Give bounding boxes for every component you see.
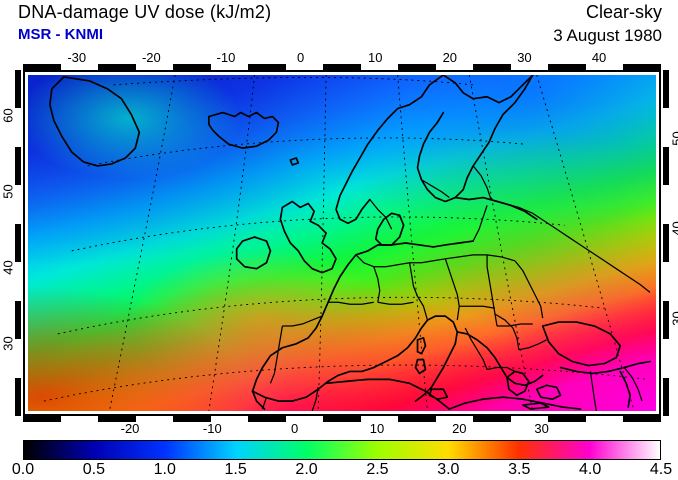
right-axis-tick-50: 50 xyxy=(669,131,678,146)
colorbar-tick-1.5: 1.5 xyxy=(224,461,247,478)
colorbar-tick-2.5: 2.5 xyxy=(366,461,389,478)
frame-tick xyxy=(23,64,61,70)
frame-tick xyxy=(663,70,669,109)
frame-tick xyxy=(23,416,61,422)
colorbar-gradient xyxy=(24,441,660,459)
colorbar xyxy=(23,440,661,460)
left-axis-tick-40: 40 xyxy=(0,260,16,275)
colorbar-tick-0.0: 0.0 xyxy=(11,461,35,478)
colorbar-tick-1.0: 1.0 xyxy=(153,461,176,478)
graticule xyxy=(43,75,649,411)
bottom-axis-tick-0: 0 xyxy=(291,421,299,436)
colorbar-tick-4.5: 4.5 xyxy=(649,461,673,478)
colorbar-tick-0.5: 0.5 xyxy=(82,461,105,478)
source-label: MSR - KNMI xyxy=(18,26,103,43)
colorbar-tick-3.0: 3.0 xyxy=(437,461,460,478)
frame-tick xyxy=(173,416,211,422)
bottom-axis-tick--20: -20 xyxy=(120,421,140,436)
right-axis-tick-30: 30 xyxy=(669,311,678,326)
frame-tick xyxy=(15,377,21,416)
left-axis-tick-50: 50 xyxy=(0,184,16,199)
frame-tick xyxy=(248,416,286,422)
top-axis-tick--10: -10 xyxy=(216,50,236,65)
top-axis-tick-10: 10 xyxy=(367,50,383,65)
frame-tick xyxy=(15,300,21,340)
frame-tick xyxy=(473,416,511,422)
top-axis-tick-30: 30 xyxy=(517,50,532,65)
left-axis-tick-30: 30 xyxy=(0,336,16,351)
bottom-axis-tick--10: -10 xyxy=(202,421,222,436)
map-frame: .coast{fill:none;stroke:#000;stroke-widt… xyxy=(23,70,661,416)
right-axis-tick-40: 40 xyxy=(669,221,678,236)
bottom-axis-tick-30: 30 xyxy=(534,421,549,436)
map-canvas: .coast{fill:none;stroke:#000;stroke-widt… xyxy=(28,75,656,411)
colorbar-tick-2.0: 2.0 xyxy=(295,461,318,478)
frame-tick xyxy=(323,416,361,422)
frame-tick xyxy=(323,64,361,70)
frame-tick xyxy=(398,64,436,70)
frame-tick xyxy=(15,70,21,109)
top-axis-tick--20: -20 xyxy=(141,50,161,65)
frame-tick xyxy=(663,223,669,263)
top-tick-band xyxy=(23,64,661,70)
bottom-tick-band xyxy=(23,416,661,422)
colorbar-tick-4.0: 4.0 xyxy=(578,461,602,478)
frame-tick xyxy=(663,146,669,186)
date-label: 3 August 1980 xyxy=(553,26,662,45)
top-axis-tick-40: 40 xyxy=(591,50,607,65)
frame-tick xyxy=(473,64,511,70)
frame-tick xyxy=(98,64,136,70)
condition-label: Clear-sky xyxy=(585,2,662,22)
top-axis-tick-0: 0 xyxy=(296,50,305,65)
frame-tick xyxy=(173,64,211,70)
frame-tick xyxy=(98,416,136,422)
frame-tick xyxy=(15,223,21,263)
frame-tick xyxy=(548,416,586,422)
top-axis-tick--30: -30 xyxy=(67,50,87,65)
coastlines xyxy=(49,75,651,410)
frame-tick xyxy=(623,416,661,422)
frame-tick xyxy=(623,64,661,70)
left-tick-band xyxy=(15,70,21,416)
country-borders xyxy=(261,165,651,411)
right-tick-band xyxy=(663,70,669,416)
colorbar-tick-3.5: 3.5 xyxy=(508,461,531,478)
frame-tick xyxy=(398,416,436,422)
frame-tick xyxy=(15,146,21,186)
top-axis-tick-20: 20 xyxy=(442,50,458,65)
page-title: DNA-damage UV dose (kJ/m2) xyxy=(18,2,272,22)
bottom-axis-tick-10: 10 xyxy=(369,421,385,436)
frame-tick xyxy=(548,64,586,70)
frame-tick xyxy=(663,377,669,416)
bottom-axis-tick-20: 20 xyxy=(452,421,467,436)
frame-tick xyxy=(248,64,286,70)
uv-dose-heatmap: .coast{fill:none;stroke:#000;stroke-widt… xyxy=(28,75,656,411)
left-axis-tick-60: 60 xyxy=(0,108,16,123)
frame-tick xyxy=(663,300,669,340)
